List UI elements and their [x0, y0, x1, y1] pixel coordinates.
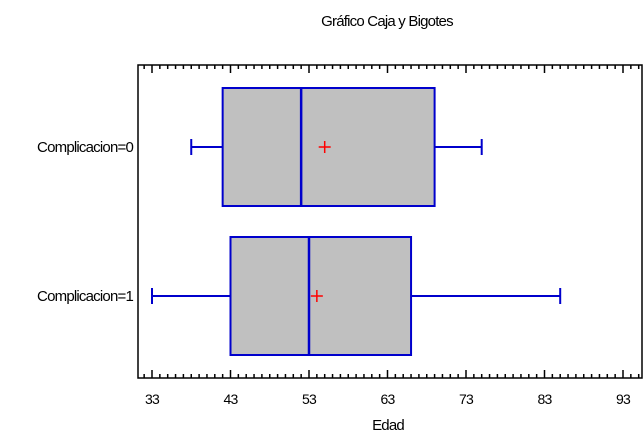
x-tick-label: 53: [302, 391, 317, 407]
x-tick-label: 63: [381, 391, 396, 407]
x-axis-label: Edad: [372, 417, 404, 434]
box-series: [151, 87, 562, 356]
x-tick-label: 93: [616, 391, 631, 407]
x-axis-ticks: [143, 65, 640, 378]
x-tick-label: 43: [224, 391, 239, 407]
x-tick-label: 73: [459, 391, 474, 407]
x-tick-labels: 33 43 53 63 73 83 93: [145, 391, 632, 407]
chart-title: Gráfico Caja y Bigotes: [321, 13, 453, 30]
x-tick-label: 33: [145, 391, 160, 407]
category-label: Complicacion=1: [37, 288, 133, 305]
category-labels: Complicacion=0 Complicacion=1: [37, 139, 134, 305]
category-label: Complicacion=0: [37, 139, 133, 156]
x-tick-label: 83: [538, 391, 553, 407]
plot-frame: [137, 64, 643, 379]
